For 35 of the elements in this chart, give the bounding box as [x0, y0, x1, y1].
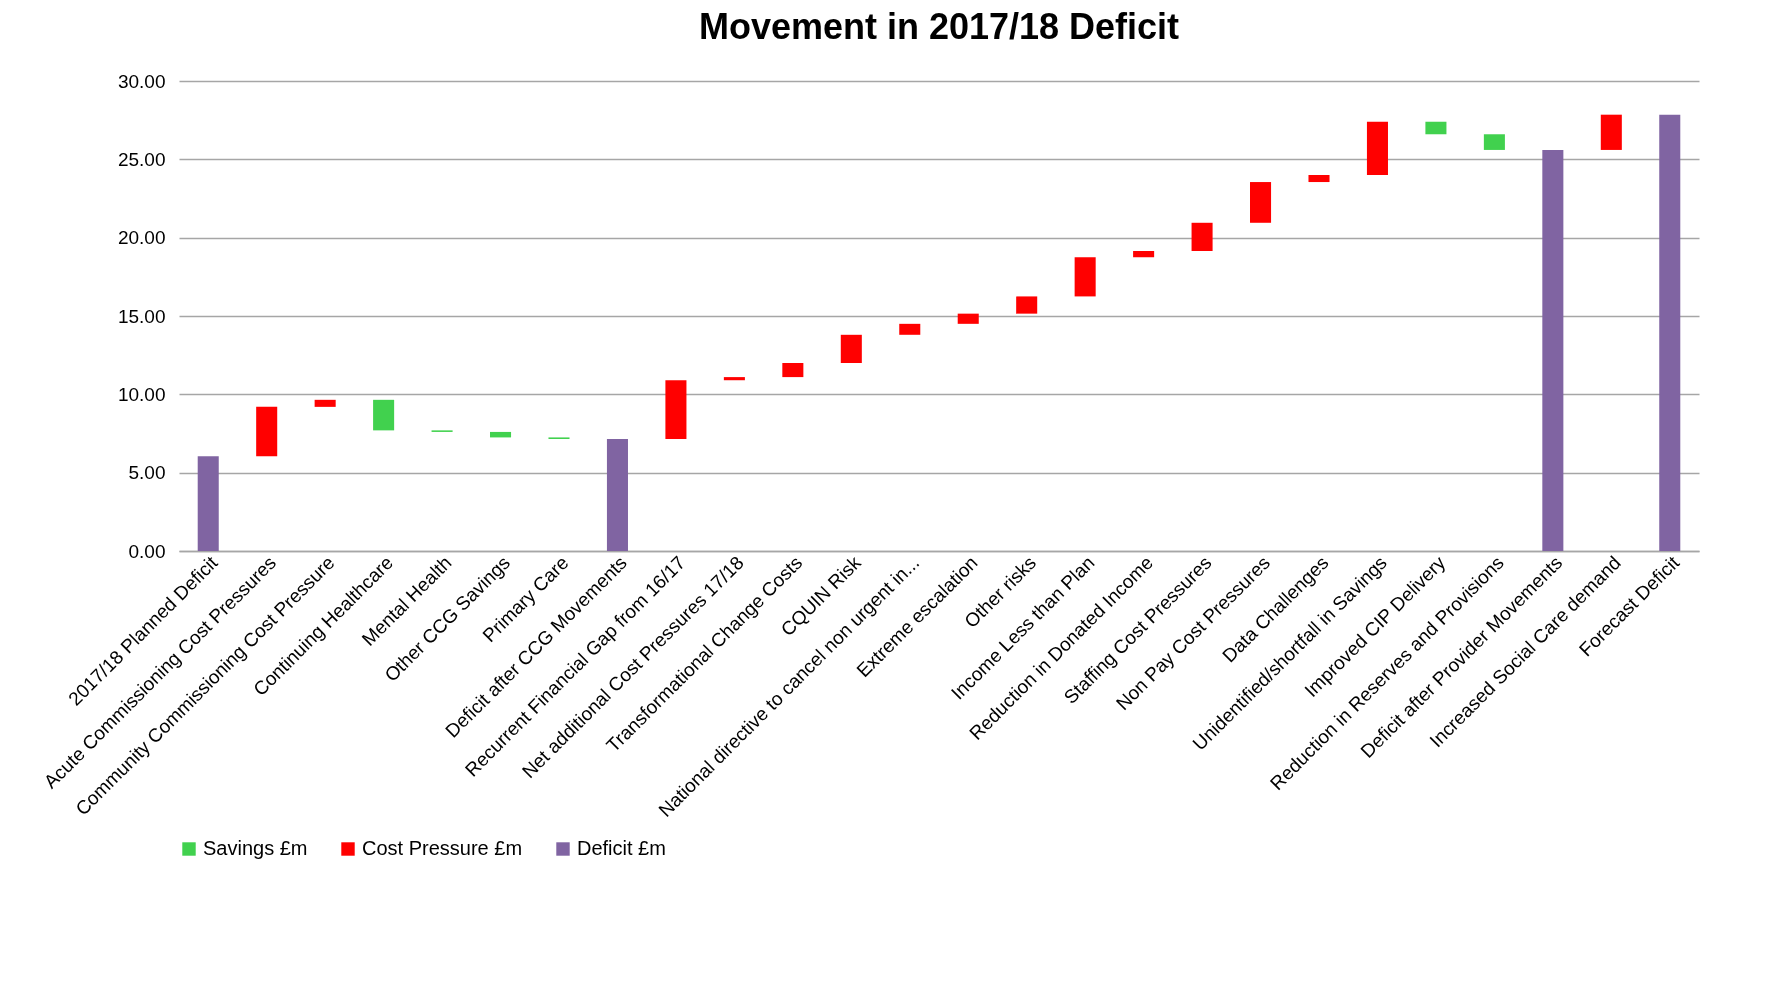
y-tick-label: 5.00 [128, 462, 166, 484]
bar [1191, 222, 1213, 251]
bar [1016, 296, 1038, 314]
chart-title: Movement in 2017/18 Deficit [698, 6, 1180, 47]
y-tick-label: 20.00 [117, 227, 166, 249]
legend-label: Savings £m [203, 837, 308, 859]
bar [1425, 121, 1447, 135]
legend-label: Deficit £m [577, 837, 666, 859]
bar [723, 377, 745, 381]
bar [256, 406, 278, 457]
y-tick-label: 0.00 [128, 540, 166, 562]
bar [1308, 175, 1330, 183]
bar [665, 380, 687, 439]
y-tick-label: 10.00 [117, 383, 166, 405]
y-tick-label: 25.00 [117, 148, 166, 170]
y-tick-label: 15.00 [117, 305, 166, 327]
bar [606, 438, 628, 551]
bar [1542, 149, 1564, 551]
bar [1659, 114, 1681, 551]
bar [314, 399, 336, 407]
bar [782, 363, 804, 378]
bar [373, 399, 395, 431]
bar [1483, 134, 1505, 150]
bar [1366, 121, 1388, 175]
bar [840, 334, 862, 363]
legend-label: Cost Pressure £m [362, 837, 523, 859]
bar [1133, 250, 1155, 258]
bar [1250, 182, 1272, 223]
bar [1600, 114, 1622, 150]
y-tick-label: 30.00 [117, 70, 166, 92]
bar [899, 323, 921, 335]
bar [490, 431, 512, 438]
bar [197, 456, 219, 551]
bar [957, 313, 979, 324]
bar [1074, 257, 1096, 297]
